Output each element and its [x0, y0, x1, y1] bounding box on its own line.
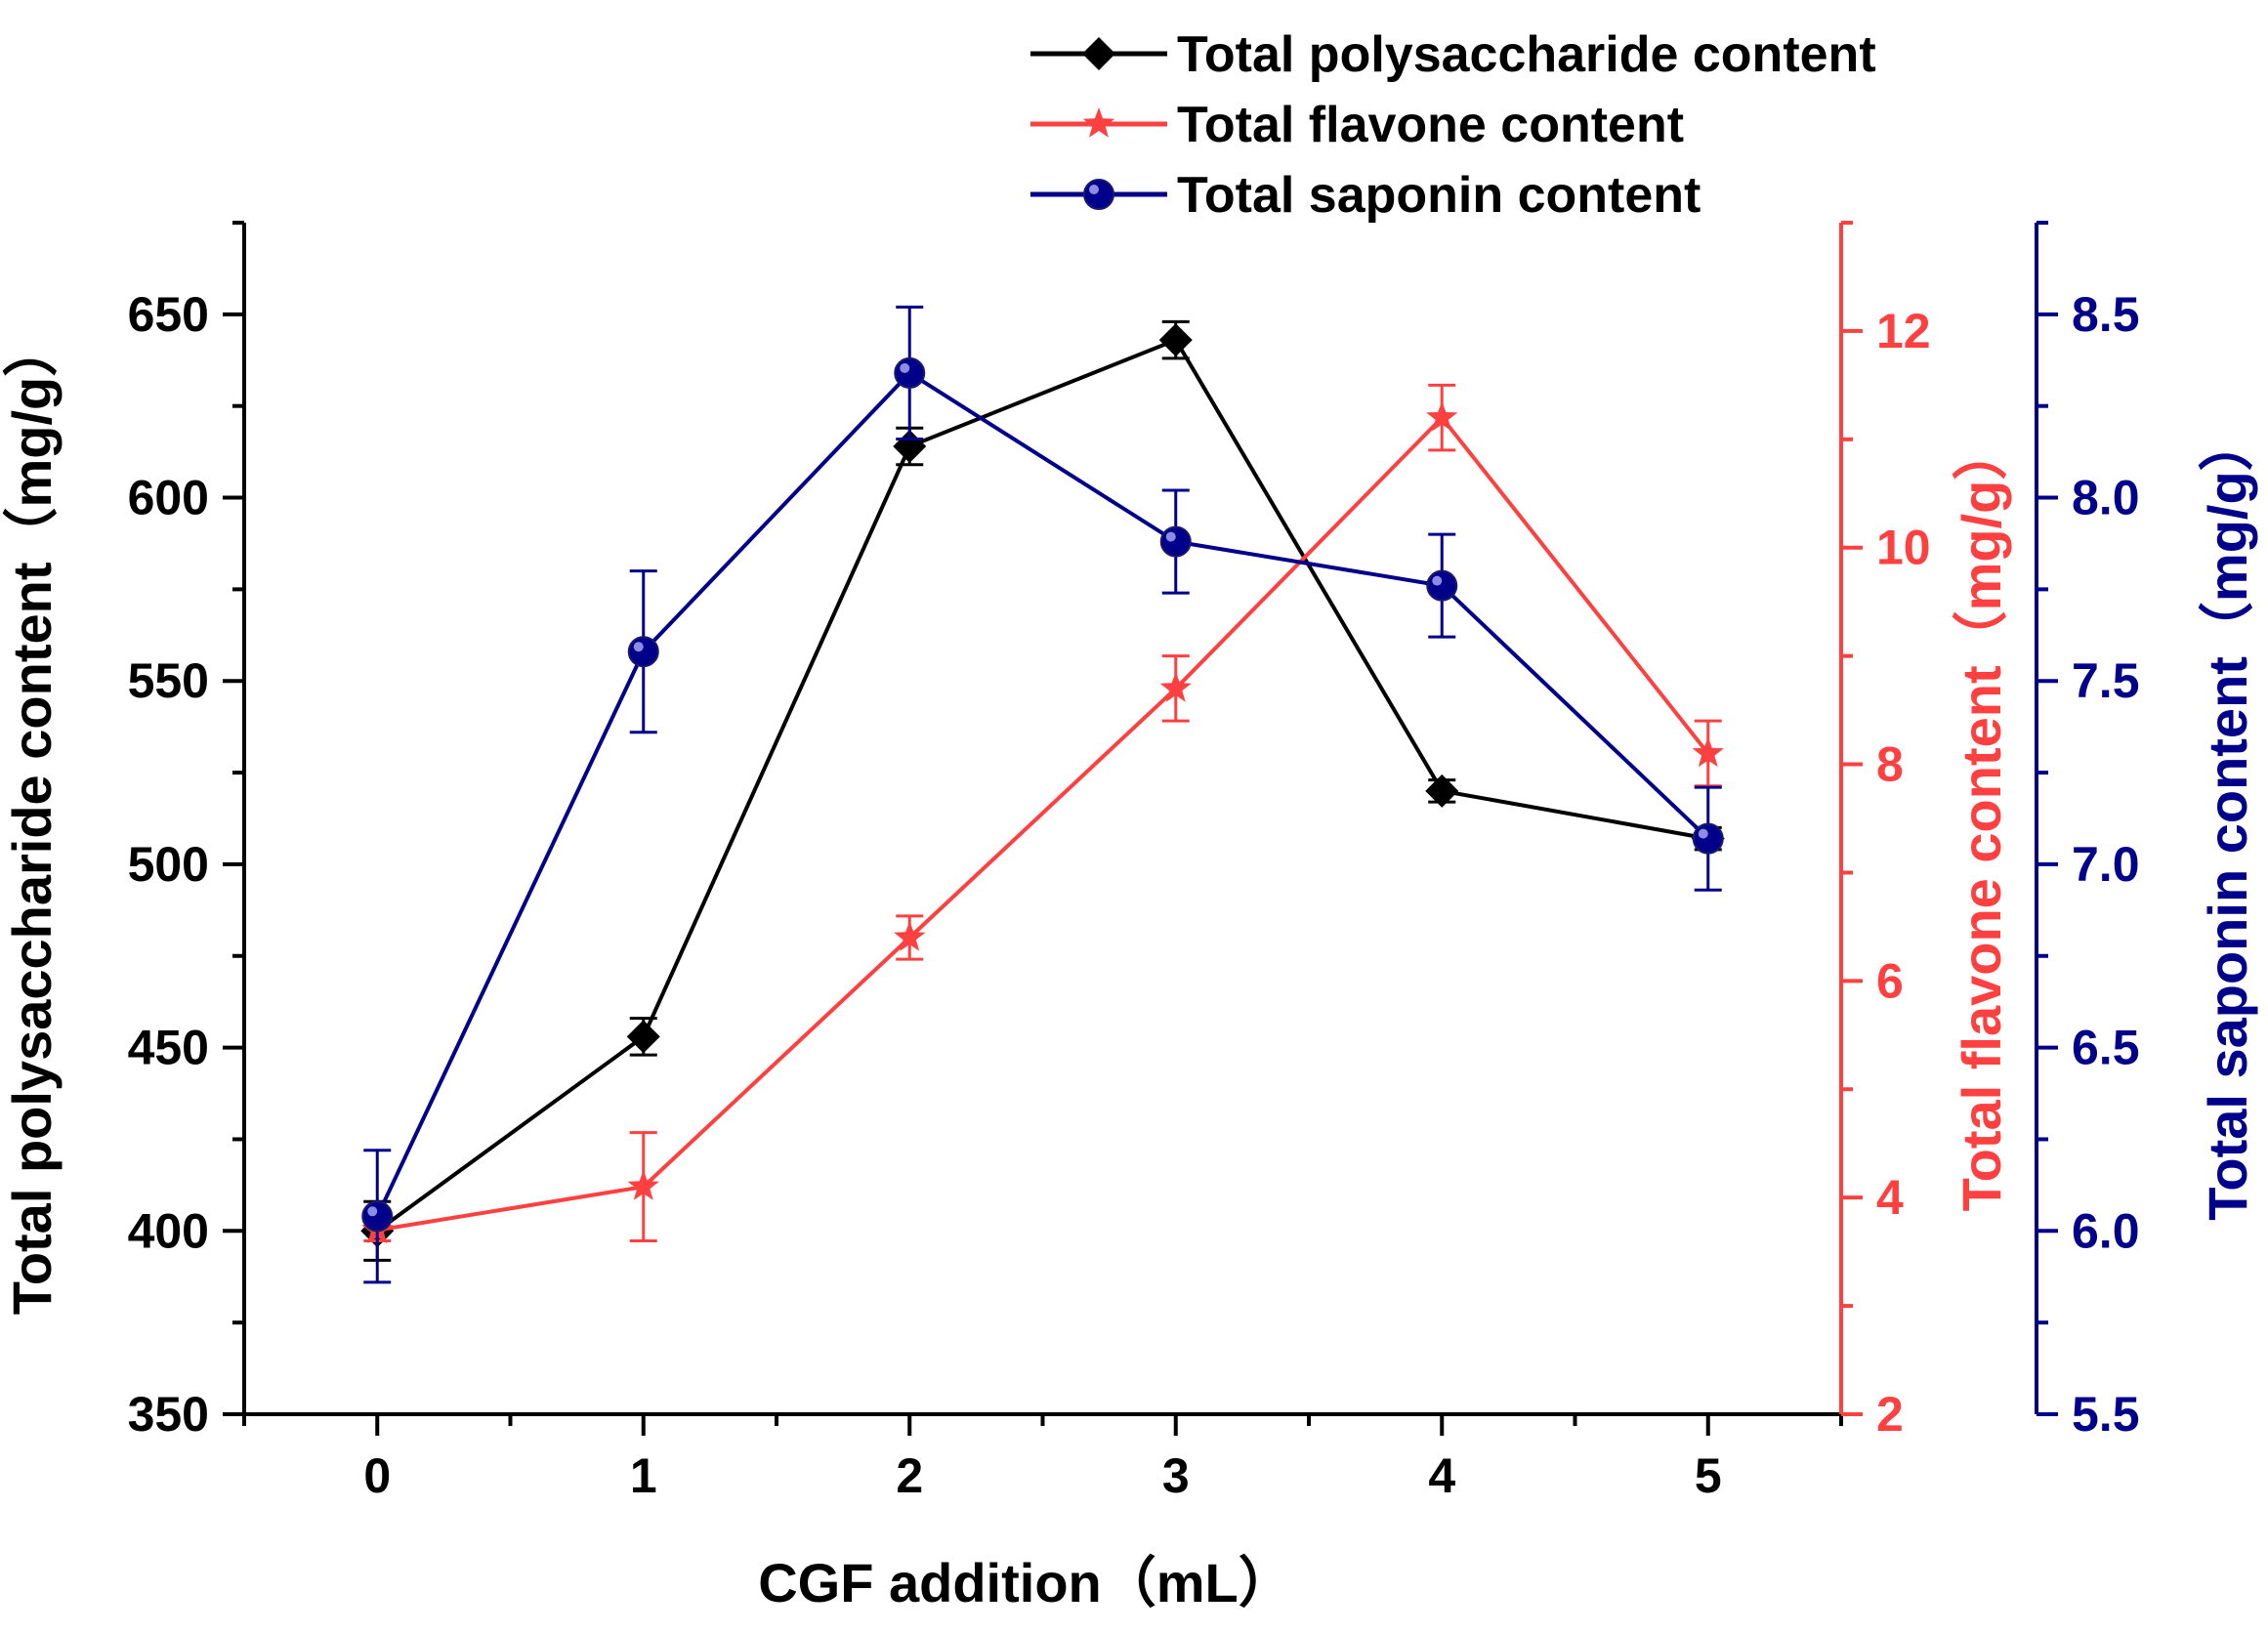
y-tick-label-right2: 6.5 — [2072, 1021, 2140, 1075]
data-point — [627, 636, 659, 668]
x-tick-label: 5 — [1695, 1448, 1722, 1503]
y-tick-label-right1: 12 — [1876, 304, 1931, 358]
y-tick-label-right2: 7.0 — [2072, 837, 2140, 892]
y-tick-label-right1: 8 — [1876, 737, 1904, 792]
data-point — [1159, 671, 1192, 702]
y-tick-label-right2: 8.5 — [2072, 287, 2140, 342]
legend-marker — [1082, 107, 1115, 138]
y-tick-label-right2: 7.5 — [2072, 653, 2140, 708]
data-point — [1158, 323, 1193, 357]
data-point — [1426, 400, 1458, 432]
y-tick-label-right1: 2 — [1876, 1387, 1904, 1442]
data-point — [1425, 774, 1459, 808]
data-point — [894, 921, 926, 951]
y-tick-label-right2: 6.0 — [2072, 1203, 2140, 1258]
series-line — [376, 414, 1710, 1233]
data-point-highlight — [367, 1206, 378, 1217]
x-tick-label: 4 — [1428, 1448, 1455, 1503]
y-axis-title-right2: Total saponin content（mg/g） — [2197, 416, 2258, 1220]
y-tick-label-left: 500 — [128, 837, 209, 892]
legend-marker — [1082, 37, 1115, 70]
y-tick-label-left: 400 — [128, 1203, 209, 1258]
data-point-highlight — [633, 642, 644, 652]
y-tick-label-right2: 5.5 — [2072, 1387, 2140, 1442]
data-point — [626, 1020, 660, 1054]
y-tick-label-left: 600 — [128, 471, 209, 525]
data-point-highlight — [1165, 531, 1176, 542]
legend-marker — [1083, 179, 1114, 210]
legend-label: Total saponin content — [1177, 167, 1701, 224]
data-point — [1692, 822, 1724, 855]
series-line — [376, 337, 1709, 1233]
x-tick-label: 0 — [363, 1448, 391, 1503]
series-diamond — [360, 319, 1725, 1262]
y-tick-label-right1: 10 — [1876, 521, 1931, 575]
x-tick-label: 3 — [1162, 1448, 1190, 1503]
y-tick-label-right1: 6 — [1876, 953, 1904, 1008]
y-axis-title-right1: Total flavone content（mg/g） — [1951, 426, 2012, 1212]
y-axis-title-left: Total polysaccharide content（mg/g） — [1, 322, 63, 1315]
x-axis-title: CGF addition（mL） — [758, 1552, 1293, 1613]
data-point — [894, 356, 926, 389]
x-tick-label: 2 — [896, 1448, 923, 1503]
data-point — [361, 1200, 394, 1233]
y-tick-label-right2: 8.0 — [2072, 471, 2140, 525]
legend-item: Total polysaccharide content — [1030, 26, 1876, 83]
series-line — [375, 370, 1710, 1218]
data-point-highlight — [1432, 575, 1443, 586]
y-tick-label-left: 550 — [128, 653, 209, 708]
data-point-highlight — [900, 362, 910, 373]
series-layer — [360, 305, 1725, 1284]
legend-item: Total saponin content — [1030, 167, 1701, 224]
legend-item: Total flavone content — [1030, 97, 1684, 153]
data-point-highlight — [1698, 828, 1708, 839]
legend-label: Total polysaccharide content — [1177, 26, 1876, 83]
x-tick-label: 1 — [630, 1448, 657, 1503]
y-tick-label-left: 450 — [128, 1021, 209, 1075]
y-tick-label-right1: 4 — [1876, 1170, 1904, 1225]
y-tick-label-left: 350 — [128, 1387, 209, 1442]
legend: Total polysaccharide content Total flavon… — [1030, 26, 1876, 224]
data-point — [1426, 569, 1458, 602]
series-circle — [361, 305, 1724, 1284]
legend-label: Total flavone content — [1177, 97, 1684, 153]
legend-marker-highlight — [1089, 185, 1099, 194]
data-point — [1159, 525, 1192, 558]
data-point — [627, 1170, 659, 1200]
data-point — [1692, 736, 1724, 768]
y-tick-label-left: 650 — [128, 287, 209, 342]
